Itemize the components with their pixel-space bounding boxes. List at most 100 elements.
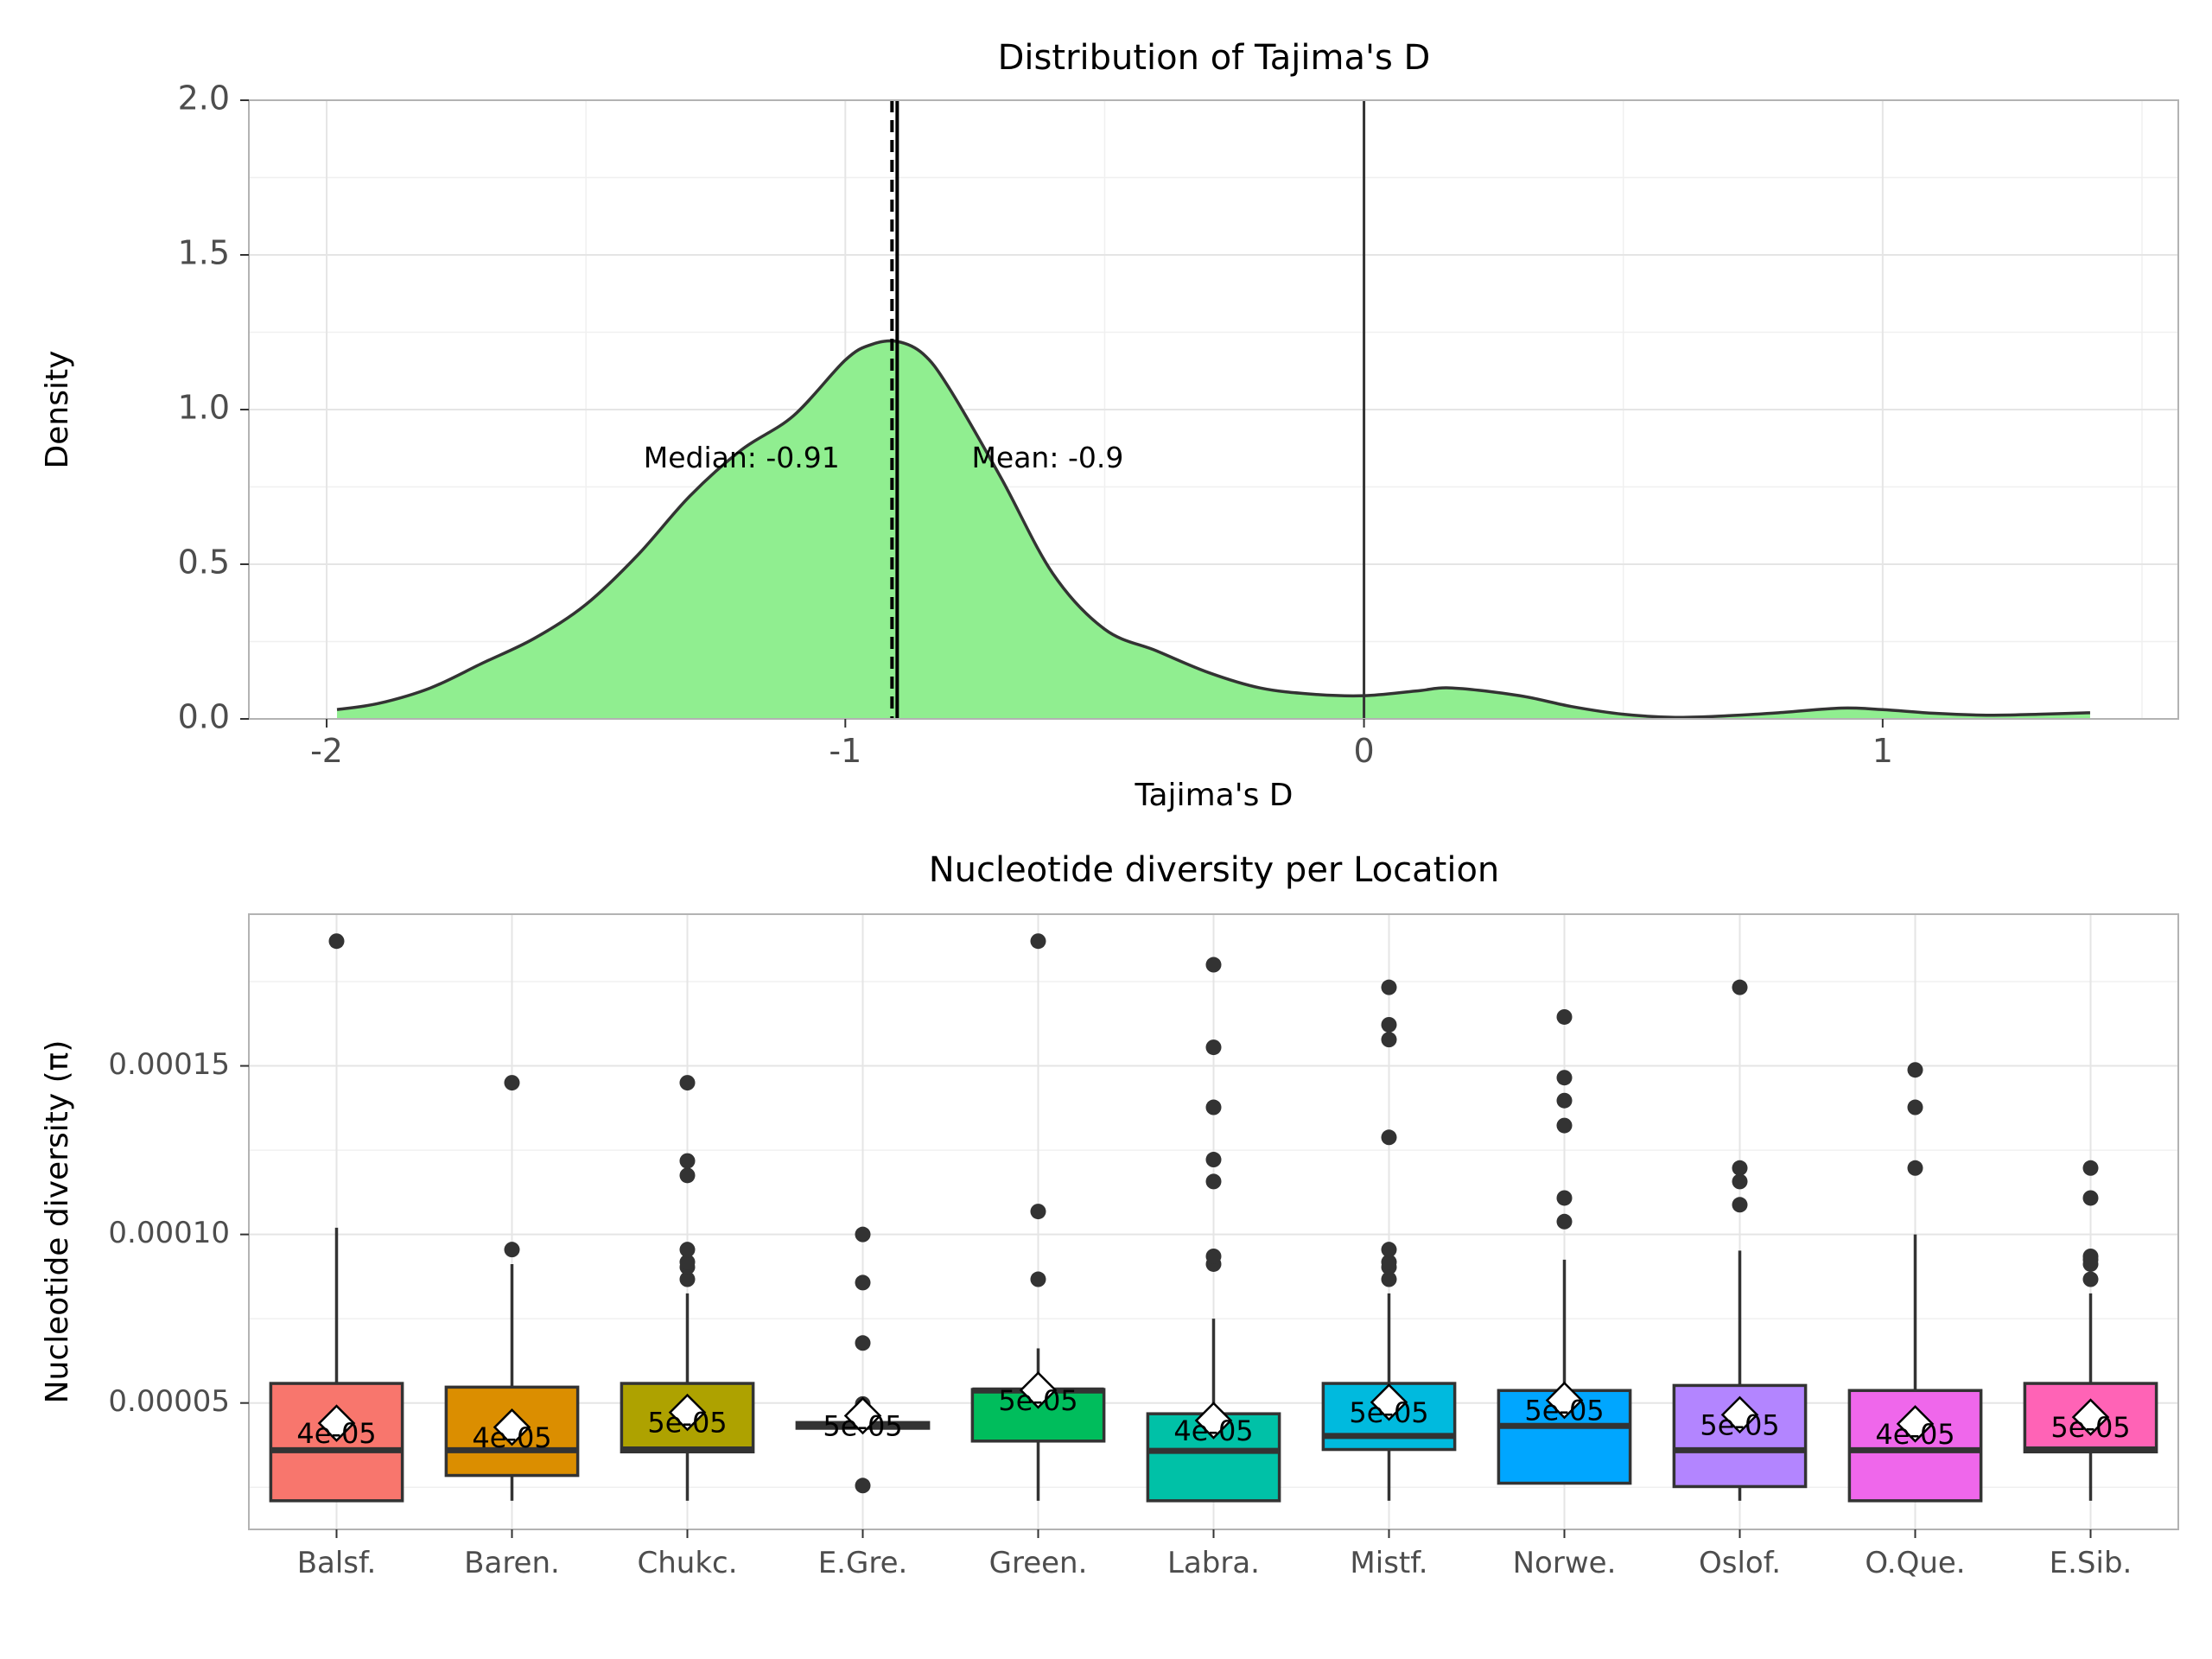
- density-panel: Distribution of Tajima's D Median: -0.91…: [40, 38, 2179, 813]
- outlier-point: [328, 933, 345, 950]
- outlier-point: [1556, 1117, 1573, 1134]
- density-x-axis: -2 -1 0 1: [310, 719, 1893, 770]
- box-oslof: 5e-05: [1672, 979, 1808, 1501]
- density-x-axis-title: Tajima's D: [1134, 778, 1293, 813]
- mean-marker: [2071, 1398, 2110, 1436]
- outlier-point: [855, 1478, 871, 1494]
- x-tick-label: Norwe.: [1513, 1546, 1617, 1580]
- outlier-point: [2082, 1248, 2099, 1264]
- mean-marker: [1019, 1371, 1058, 1409]
- outlier-point: [1205, 1173, 1222, 1190]
- mean-label: 5e-05: [1700, 1408, 1779, 1441]
- outlier-point: [2082, 1271, 2099, 1287]
- y-tick-label: 1.5: [178, 234, 230, 272]
- outlier-point: [1556, 1070, 1573, 1086]
- mean-marker: [317, 1404, 356, 1442]
- y-tick-label: 1.0: [178, 389, 230, 427]
- outlier-point: [679, 1271, 696, 1287]
- boxplot-x-axis: Balsf. Baren. Chukc. E.Gre. Green. Labra. Mist…: [297, 1529, 2133, 1580]
- outlier-point: [1381, 1271, 1397, 1287]
- density-y-axis-title: Density: [40, 351, 75, 469]
- outlier-point: [1556, 1092, 1573, 1109]
- x-tick-label: 0: [1353, 732, 1374, 770]
- mean-marker: [1370, 1383, 1408, 1421]
- x-tick-label: Balsf.: [297, 1546, 377, 1580]
- mean-label: 5e-05: [1349, 1396, 1428, 1429]
- mean-label: 4e-05: [296, 1417, 376, 1450]
- x-tick-label: O.Que.: [1865, 1546, 1965, 1580]
- y-tick-label: 0.5: [178, 543, 230, 582]
- outlier-point: [1732, 1160, 1748, 1176]
- outlier-point: [1732, 1197, 1748, 1213]
- density-y-axis: 0.0 0.5 1.0 1.5 2.0: [178, 79, 249, 736]
- x-tick-label: Baren.: [464, 1546, 560, 1580]
- density-fill: [337, 340, 2090, 719]
- x-tick-label: -1: [829, 732, 861, 770]
- x-tick-label: 1: [1872, 732, 1893, 770]
- outlier-point: [679, 1075, 696, 1091]
- x-tick-label: E.Sib.: [2050, 1546, 2133, 1580]
- outlier-point: [679, 1242, 696, 1258]
- outlier-point: [2082, 1190, 2099, 1206]
- outlier-point: [855, 1274, 871, 1291]
- x-tick-label: Mistf.: [1350, 1546, 1427, 1580]
- outlier-point: [1381, 979, 1397, 995]
- outlier-point: [1556, 1190, 1573, 1206]
- outlier-point: [1732, 1173, 1748, 1190]
- x-tick-label: Chukc.: [637, 1546, 737, 1580]
- mean-annotation: Mean: -0.9: [971, 441, 1123, 474]
- outlier-point: [1205, 1099, 1222, 1116]
- boxplot-panel: Nucleotide diversity per Location 4e-05 4…: [40, 850, 2179, 1580]
- outlier-point: [1205, 1039, 1222, 1056]
- box-esib: 5e-05: [2023, 1160, 2158, 1501]
- mean-marker: [668, 1393, 707, 1432]
- outlier-point: [1381, 1242, 1397, 1258]
- outlier-point: [1732, 979, 1748, 995]
- outlier-point: [1907, 1099, 1923, 1116]
- x-tick-label: Oslof.: [1699, 1546, 1781, 1580]
- box-baren: 4e-05: [444, 1075, 580, 1501]
- y-tick-label: 0.00015: [108, 1047, 230, 1082]
- mean-label: 5e-05: [647, 1407, 727, 1440]
- outlier-point: [679, 1254, 696, 1270]
- box-oque: 4e-05: [1847, 1062, 1983, 1503]
- outlier-point: [504, 1242, 520, 1258]
- outlier-point: [1030, 1271, 1046, 1287]
- boxplot-title: Nucleotide diversity per Location: [929, 850, 1500, 890]
- outlier-point: [1907, 1062, 1923, 1078]
- box-mistf: 5e-05: [1321, 979, 1457, 1501]
- outlier-point: [679, 1167, 696, 1184]
- box-labra: 4e-05: [1146, 957, 1281, 1503]
- y-tick-label: 0.0: [178, 698, 230, 736]
- outlier-point: [1381, 1129, 1397, 1146]
- outlier-point: [1381, 1032, 1397, 1048]
- mean-label: 5e-05: [823, 1410, 902, 1443]
- outlier-point: [1381, 1016, 1397, 1033]
- outlier-point: [1907, 1160, 1923, 1176]
- outlier-point: [1205, 1152, 1222, 1168]
- outlier-point: [1381, 1254, 1397, 1270]
- boxplot-boxes: 4e-05 4e-05 5e-05 5e-05 5e-05 4e-05 5e-05 5e-05…: [269, 933, 2158, 1503]
- outlier-point: [855, 1226, 871, 1243]
- y-tick-label: 2.0: [178, 79, 230, 118]
- boxplot-y-axis: 0.00005 0.00010 0.00015: [108, 1047, 249, 1419]
- y-tick-label: 0.00005: [108, 1384, 230, 1419]
- density-annotations: Median: -0.91 Mean: -0.9: [644, 441, 1124, 474]
- boxplot-y-axis-title: Nucleotide diversity (π): [40, 1040, 75, 1404]
- mean-label: 5e-05: [1524, 1395, 1604, 1427]
- outlier-point: [1556, 1008, 1573, 1025]
- density-title: Distribution of Tajima's D: [998, 38, 1431, 78]
- x-tick-label: -2: [310, 732, 343, 770]
- outlier-point: [504, 1075, 520, 1091]
- box-body: [970, 1388, 1106, 1443]
- mean-marker: [1896, 1405, 1935, 1443]
- outlier-point: [1556, 1213, 1573, 1230]
- density-curve: [336, 339, 2091, 720]
- mean-marker: [1720, 1395, 1759, 1434]
- box-chukc: 5e-05: [620, 1075, 755, 1501]
- mean-label: 4e-05: [1173, 1414, 1253, 1447]
- outlier-point: [1205, 1248, 1222, 1264]
- box-green: 5e-05: [970, 933, 1106, 1501]
- outlier-point: [1030, 1204, 1046, 1220]
